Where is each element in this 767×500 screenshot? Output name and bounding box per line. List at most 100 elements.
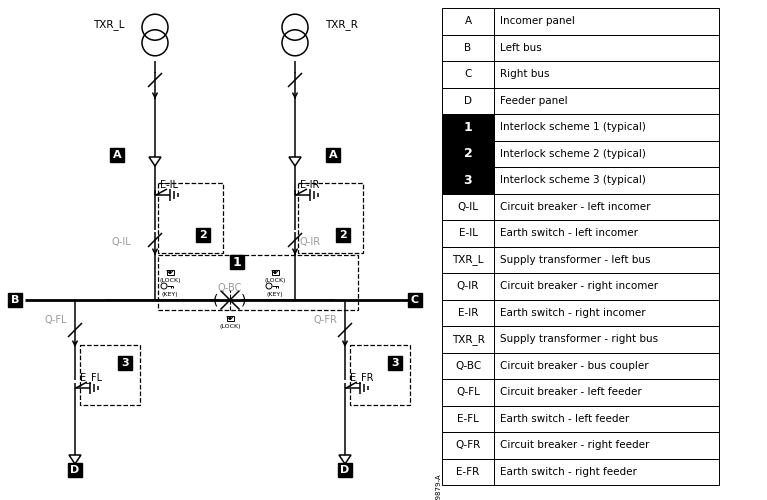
Bar xyxy=(442,114,494,140)
Text: TXR_R: TXR_R xyxy=(325,20,358,30)
Text: Circuit breaker - left incomer: Circuit breaker - left incomer xyxy=(500,202,650,212)
Bar xyxy=(442,114,719,140)
Bar xyxy=(230,255,244,269)
Text: 2: 2 xyxy=(463,147,472,160)
Bar xyxy=(196,228,210,242)
Bar xyxy=(338,463,352,477)
Text: Q-IR: Q-IR xyxy=(457,281,479,291)
Bar xyxy=(442,458,719,485)
Bar xyxy=(110,148,124,162)
Text: E-FL: E-FL xyxy=(457,414,479,424)
Bar xyxy=(442,379,719,406)
Bar xyxy=(442,140,719,167)
Text: Incomer panel: Incomer panel xyxy=(500,16,575,26)
Text: Earth switch - right incomer: Earth switch - right incomer xyxy=(500,308,646,318)
Text: (KEY): (KEY) xyxy=(162,292,178,297)
Circle shape xyxy=(274,272,276,274)
Bar xyxy=(118,356,132,370)
Text: Supply transformer - left bus: Supply transformer - left bus xyxy=(500,255,650,265)
Text: D: D xyxy=(341,465,350,475)
Bar xyxy=(442,326,719,352)
Text: C: C xyxy=(411,295,419,305)
Text: Q-IL: Q-IL xyxy=(112,237,132,247)
Bar xyxy=(226,316,233,321)
Bar xyxy=(158,255,358,310)
Bar xyxy=(388,356,402,370)
Text: E-IR: E-IR xyxy=(300,180,319,190)
Bar xyxy=(68,463,82,477)
Text: D: D xyxy=(71,465,80,475)
Text: A: A xyxy=(465,16,472,26)
Bar xyxy=(80,345,140,405)
Text: Interlock scheme 3 (typical): Interlock scheme 3 (typical) xyxy=(500,176,646,185)
Bar xyxy=(442,220,719,246)
Circle shape xyxy=(169,272,171,274)
Bar xyxy=(350,345,410,405)
Bar xyxy=(336,228,350,242)
Text: Q-FL: Q-FL xyxy=(44,315,67,325)
Bar xyxy=(442,8,719,34)
Text: (LOCK): (LOCK) xyxy=(265,278,286,283)
Text: C: C xyxy=(464,69,472,79)
Text: E-IR: E-IR xyxy=(458,308,478,318)
Text: Q-BC: Q-BC xyxy=(218,283,242,293)
Text: Interlock scheme 1 (typical): Interlock scheme 1 (typical) xyxy=(500,122,646,132)
Text: E-IL: E-IL xyxy=(160,180,178,190)
Text: 3: 3 xyxy=(121,358,129,368)
Text: Circuit breaker - bus coupler: Circuit breaker - bus coupler xyxy=(500,361,649,371)
Text: Earth switch - left incomer: Earth switch - left incomer xyxy=(500,228,638,238)
Text: Q-FL: Q-FL xyxy=(456,387,480,397)
Bar xyxy=(442,34,719,61)
Text: Circuit breaker - left feeder: Circuit breaker - left feeder xyxy=(500,387,642,397)
Text: B: B xyxy=(11,295,19,305)
Text: (LOCK): (LOCK) xyxy=(219,324,241,329)
Text: (LOCK): (LOCK) xyxy=(160,278,181,283)
Bar xyxy=(442,352,719,379)
Bar xyxy=(442,167,719,194)
Text: Circuit breaker - right feeder: Circuit breaker - right feeder xyxy=(500,440,650,450)
Text: A: A xyxy=(329,150,337,160)
Text: 19879-A: 19879-A xyxy=(435,473,441,500)
Text: B: B xyxy=(465,43,472,52)
Bar xyxy=(158,183,223,253)
Bar xyxy=(442,246,719,273)
Text: D: D xyxy=(464,96,472,106)
Bar xyxy=(408,293,422,307)
Bar xyxy=(442,167,494,194)
Text: E-FR: E-FR xyxy=(456,467,479,477)
Bar xyxy=(272,270,278,275)
Text: 2: 2 xyxy=(339,230,347,240)
Text: Q-IR: Q-IR xyxy=(300,237,321,247)
Text: ): ) xyxy=(242,293,247,307)
Text: TXR_L: TXR_L xyxy=(94,20,125,30)
Text: Right bus: Right bus xyxy=(500,69,549,79)
Text: 2: 2 xyxy=(199,230,207,240)
Text: Interlock scheme 2 (typical): Interlock scheme 2 (typical) xyxy=(500,149,646,159)
Circle shape xyxy=(229,318,231,320)
Bar xyxy=(442,194,719,220)
Bar xyxy=(442,432,719,458)
Text: E-IL: E-IL xyxy=(459,228,478,238)
Text: 3: 3 xyxy=(391,358,399,368)
Text: 1: 1 xyxy=(463,120,472,134)
Bar xyxy=(442,140,494,167)
Text: Q-BC: Q-BC xyxy=(455,361,481,371)
Bar xyxy=(166,270,173,275)
Text: (KEY): (KEY) xyxy=(267,292,283,297)
Bar xyxy=(442,406,719,432)
Bar xyxy=(298,183,363,253)
Text: 1: 1 xyxy=(232,256,242,268)
Text: E_FL: E_FL xyxy=(80,372,102,384)
Text: TXR_L: TXR_L xyxy=(453,254,484,265)
Text: Circuit breaker - right incomer: Circuit breaker - right incomer xyxy=(500,281,658,291)
Text: Supply transformer - right bus: Supply transformer - right bus xyxy=(500,334,658,344)
Text: Earth switch - right feeder: Earth switch - right feeder xyxy=(500,467,637,477)
Text: 3: 3 xyxy=(464,174,472,186)
Bar xyxy=(442,61,719,88)
Text: Q-FR: Q-FR xyxy=(456,440,481,450)
Text: A: A xyxy=(113,150,121,160)
Text: E_FR: E_FR xyxy=(350,372,374,384)
Bar xyxy=(442,273,719,299)
Bar xyxy=(442,88,719,114)
Bar xyxy=(8,293,22,307)
